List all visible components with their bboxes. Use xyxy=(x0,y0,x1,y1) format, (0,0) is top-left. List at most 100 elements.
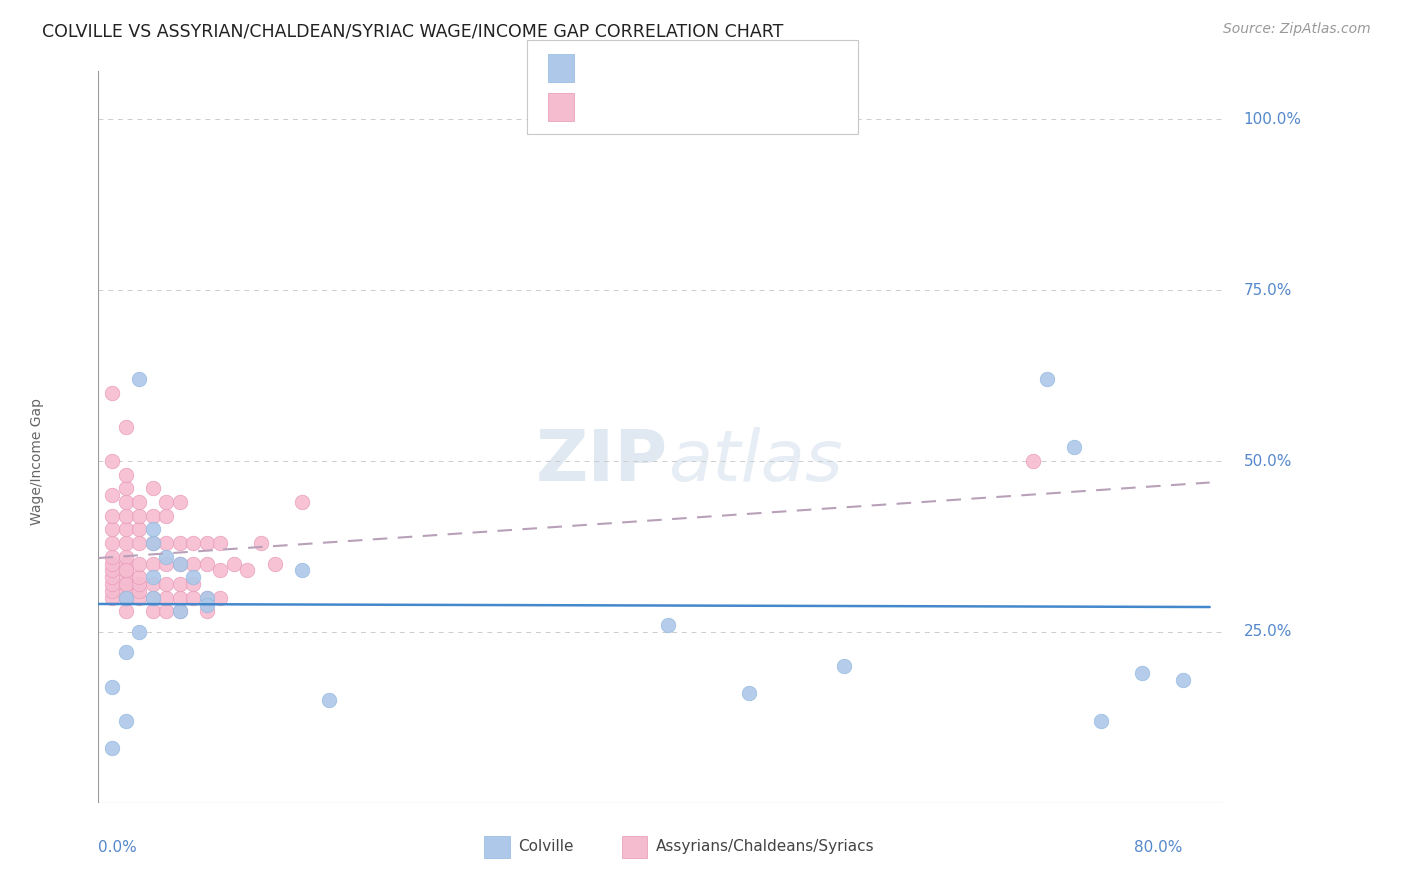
Point xyxy=(101,536,124,550)
Point xyxy=(142,536,165,550)
Point xyxy=(181,570,204,584)
Point xyxy=(195,557,218,571)
Point xyxy=(263,557,285,571)
Text: R =: R = xyxy=(585,62,621,80)
Point xyxy=(169,495,191,509)
Point xyxy=(155,591,177,605)
Text: 0.166: 0.166 xyxy=(624,102,682,120)
Point xyxy=(181,577,204,591)
Point xyxy=(128,557,150,571)
Point xyxy=(291,563,314,577)
Text: atlas: atlas xyxy=(668,426,842,495)
Point xyxy=(114,467,136,482)
Point xyxy=(155,604,177,618)
Point xyxy=(114,557,136,571)
Point xyxy=(291,495,314,509)
Point xyxy=(155,536,177,550)
Text: -0.154: -0.154 xyxy=(624,62,683,80)
Point xyxy=(114,420,136,434)
Text: 50.0%: 50.0% xyxy=(1243,453,1292,468)
Point xyxy=(155,508,177,523)
Point xyxy=(195,536,218,550)
Point xyxy=(114,563,136,577)
Point xyxy=(142,577,165,591)
Point xyxy=(114,583,136,598)
Text: 75.0%: 75.0% xyxy=(1243,283,1292,298)
Point xyxy=(169,577,191,591)
Point xyxy=(169,604,191,618)
Point xyxy=(1036,372,1059,386)
Point xyxy=(114,549,136,564)
Point xyxy=(114,481,136,495)
Point xyxy=(114,536,136,550)
Text: Assyrians/Chaldeans/Syriacs: Assyrians/Chaldeans/Syriacs xyxy=(657,839,875,855)
Text: 100.0%: 100.0% xyxy=(1243,112,1302,127)
Text: ZIP: ZIP xyxy=(536,426,668,495)
Point xyxy=(101,591,124,605)
Point xyxy=(209,563,232,577)
Point xyxy=(155,549,177,564)
Point xyxy=(101,680,124,694)
Point xyxy=(181,591,204,605)
Text: Source: ZipAtlas.com: Source: ZipAtlas.com xyxy=(1223,22,1371,37)
Point xyxy=(114,645,136,659)
Text: 25.0%: 25.0% xyxy=(1243,624,1292,640)
Point xyxy=(195,591,218,605)
Point xyxy=(142,591,165,605)
Text: N =: N = xyxy=(690,102,738,120)
Point xyxy=(101,549,124,564)
Point xyxy=(101,583,124,598)
Point xyxy=(181,536,204,550)
Point xyxy=(114,714,136,728)
Point xyxy=(101,488,124,502)
Text: R =: R = xyxy=(585,102,621,120)
Point xyxy=(101,385,124,400)
Point xyxy=(101,577,124,591)
Point xyxy=(1090,714,1112,728)
Point xyxy=(155,577,177,591)
Point xyxy=(142,508,165,523)
Point xyxy=(114,563,136,577)
Point xyxy=(155,495,177,509)
Point xyxy=(114,591,136,605)
Point xyxy=(209,536,232,550)
Text: 80.0%: 80.0% xyxy=(1135,840,1182,855)
Point xyxy=(209,591,232,605)
Point xyxy=(114,495,136,509)
Point xyxy=(114,508,136,523)
Text: N =: N = xyxy=(690,62,738,80)
Point xyxy=(195,591,218,605)
Point xyxy=(1171,673,1194,687)
Point xyxy=(142,481,165,495)
Point xyxy=(236,563,259,577)
Point xyxy=(128,577,150,591)
Text: COLVILLE VS ASSYRIAN/CHALDEAN/SYRIAC WAGE/INCOME GAP CORRELATION CHART: COLVILLE VS ASSYRIAN/CHALDEAN/SYRIAC WAG… xyxy=(42,22,783,40)
Point xyxy=(169,604,191,618)
Point xyxy=(101,741,124,756)
Point xyxy=(101,508,124,523)
Point xyxy=(1063,440,1085,454)
Point xyxy=(128,583,150,598)
Point xyxy=(128,570,150,584)
Point xyxy=(114,591,136,605)
Text: Wage/Income Gap: Wage/Income Gap xyxy=(30,398,44,524)
Point xyxy=(142,604,165,618)
Text: 27: 27 xyxy=(742,62,766,80)
Point xyxy=(128,508,150,523)
Point xyxy=(128,591,150,605)
Point xyxy=(142,557,165,571)
Point xyxy=(114,577,136,591)
Point xyxy=(169,557,191,571)
Point xyxy=(114,522,136,536)
Text: 77: 77 xyxy=(742,102,766,120)
Point xyxy=(1130,665,1153,680)
Point xyxy=(142,536,165,550)
Point xyxy=(128,372,150,386)
Point xyxy=(142,522,165,536)
Point xyxy=(250,536,273,550)
Point xyxy=(128,536,150,550)
Point xyxy=(195,598,218,612)
Point xyxy=(101,570,124,584)
Text: Colville: Colville xyxy=(519,839,574,855)
Text: 0.0%: 0.0% xyxy=(98,840,138,855)
